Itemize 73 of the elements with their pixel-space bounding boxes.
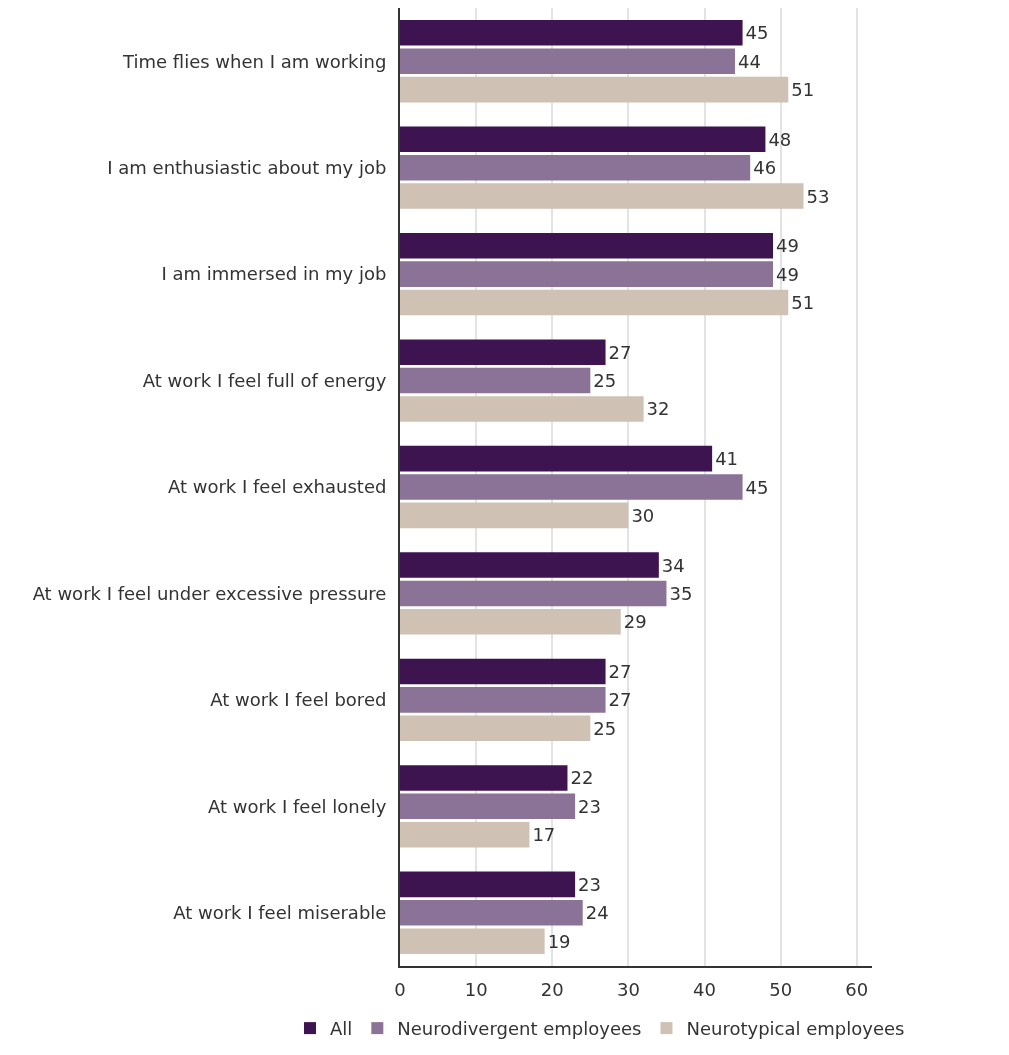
bar xyxy=(400,367,591,394)
data-label: 34 xyxy=(661,554,685,576)
data-label: 23 xyxy=(578,795,602,817)
x-tick-label: 50 xyxy=(769,978,793,1000)
data-label: 41 xyxy=(715,448,739,470)
bar xyxy=(400,289,789,316)
legend-label: All xyxy=(330,1018,353,1040)
x-tick-label: 60 xyxy=(845,978,869,1000)
y-tick-label: At work I feel full of energy xyxy=(142,369,387,391)
data-label: 30 xyxy=(631,504,655,526)
bar xyxy=(400,396,644,422)
data-label: 32 xyxy=(646,398,670,420)
y-tick-label: At work I feel exhausted xyxy=(167,476,387,498)
data-label: 22 xyxy=(570,767,594,789)
data-label: 19 xyxy=(547,930,571,952)
data-label: 29 xyxy=(623,611,647,633)
bar xyxy=(400,20,743,46)
x-tick-label: 30 xyxy=(616,978,640,1000)
y-tick-label: I am immersed in my job xyxy=(161,263,387,285)
legend-label: Neurotypical employees xyxy=(686,1018,905,1040)
data-label: 35 xyxy=(669,582,693,604)
bar xyxy=(400,552,659,578)
legend-label: Neurodivergent employees xyxy=(397,1018,642,1040)
bar xyxy=(400,232,774,259)
data-label: 17 xyxy=(532,824,556,846)
bar xyxy=(400,183,804,209)
data-label: 48 xyxy=(768,128,792,150)
bar xyxy=(400,609,621,635)
bar xyxy=(400,900,583,926)
data-label: 23 xyxy=(578,873,602,895)
y-tick-label: I am enthusiastic about my job xyxy=(107,156,387,178)
bar xyxy=(400,261,774,287)
bar xyxy=(400,339,606,365)
y-tick-label: At work I feel lonely xyxy=(207,795,387,817)
data-label: 51 xyxy=(791,291,815,313)
bar xyxy=(400,76,789,103)
y-tick-label: Time flies when I am working xyxy=(122,50,387,72)
bar xyxy=(400,48,735,74)
y-tick-label: At work I feel under excessive pressure xyxy=(32,582,387,604)
y-tick-label: At work I feel bored xyxy=(210,689,387,711)
bar xyxy=(400,126,766,153)
data-label: 49 xyxy=(776,263,799,285)
bar xyxy=(400,821,530,848)
bar xyxy=(400,154,751,181)
bar xyxy=(400,502,629,529)
data-label: 25 xyxy=(593,717,617,739)
bar xyxy=(400,658,606,685)
bar xyxy=(400,580,667,607)
data-label: 27 xyxy=(608,341,632,363)
data-label: 49 xyxy=(776,235,799,257)
bar xyxy=(400,793,576,820)
bar xyxy=(400,474,743,500)
data-label: 45 xyxy=(745,476,769,498)
data-label: 46 xyxy=(753,157,777,179)
bar xyxy=(400,715,591,742)
x-tick-label: 20 xyxy=(540,978,564,1000)
data-label: 53 xyxy=(806,185,830,207)
data-label: 45 xyxy=(745,22,769,44)
x-tick-label: 40 xyxy=(693,978,716,1000)
bar xyxy=(400,928,545,954)
bar xyxy=(400,765,568,791)
x-tick-label: 0 xyxy=(394,978,406,1000)
data-label: 27 xyxy=(608,689,632,711)
bar xyxy=(400,445,713,472)
data-label: 25 xyxy=(593,370,617,392)
data-label: 24 xyxy=(585,902,609,924)
x-tick-label: 10 xyxy=(464,978,488,1000)
bar xyxy=(400,871,576,898)
y-tick-label: At work I feel miserable xyxy=(173,902,387,924)
data-label: 27 xyxy=(608,661,632,683)
data-label: 51 xyxy=(791,79,815,101)
data-label: 44 xyxy=(737,50,761,72)
bar xyxy=(400,687,606,713)
